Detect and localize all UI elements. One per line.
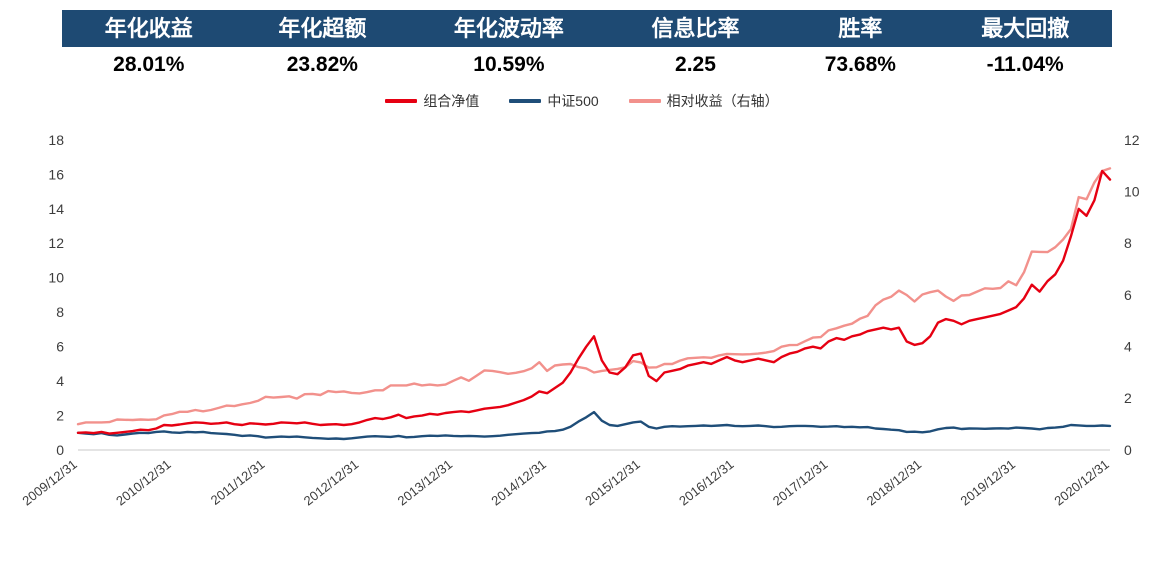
right-axis-tick-label: 4 [1124, 339, 1132, 355]
x-axis-date-label: 2020/12/31 [1051, 457, 1112, 509]
left-axis-tick-label: 6 [56, 339, 64, 355]
left-axis-tick-label: 2 [56, 407, 64, 423]
right-axis-tick-label: 6 [1124, 287, 1132, 303]
legend-item-portfolio: 组合净值 [385, 91, 479, 111]
left-axis-tick-label: 18 [48, 132, 64, 148]
legend-label-relative-return: 相对收益（右轴） [666, 93, 779, 109]
stat-label-information-ratio: 信息比率 [608, 10, 783, 47]
x-axis-date-label: 2019/12/31 [958, 457, 1019, 509]
left-axis-tick-label: 12 [48, 235, 64, 251]
chart-area: 0 2 4 6 8 10 12 14 16 18 0 2 4 6 8 10 12 2009/12/31 2010/1… [0, 115, 1164, 560]
stat-label-annual-volatility: 年化波动率 [409, 10, 609, 47]
x-axis-date-label: 2015/12/31 [582, 457, 643, 509]
legend-swatch [385, 99, 418, 103]
left-axis-tick-label: 10 [48, 270, 64, 286]
stat-label-max-drawdown: 最大回撤 [938, 10, 1112, 47]
stat-label-annual-return: 年化收益 [62, 10, 236, 47]
left-axis-tick-label: 16 [48, 166, 64, 182]
stat-value-annual-volatility: 10.59% [473, 53, 545, 76]
stat-value-annual-return: 28.01% [113, 53, 185, 76]
x-axis-date-label: 2018/12/31 [864, 457, 925, 509]
stats-header-row: 年化收益 年化超额 年化波动率 信息比率 胜率 最大回撤 [62, 10, 1112, 47]
x-axis-date-label: 2017/12/31 [770, 457, 831, 509]
right-axis-tick-label: 10 [1124, 184, 1140, 200]
legend-item-relative-return: 相对收益（右轴） [628, 91, 779, 111]
legend-item-index: 中证500 [509, 91, 599, 111]
right-axis-tick-label: 2 [1124, 390, 1132, 406]
left-axis-tick-label: 8 [56, 304, 64, 320]
x-axis-date-label: 2013/12/31 [395, 457, 456, 509]
x-axis-date-label: 2012/12/31 [301, 457, 362, 509]
stats-values-row: 28.01% 23.82% 10.59% 2.25 73.68% -11.04% [62, 47, 1112, 83]
x-axis-date-label: 2016/12/31 [676, 457, 737, 509]
stat-value-annual-excess: 23.82% [286, 53, 358, 76]
stat-value-information-ratio: 2.25 [675, 53, 716, 76]
stat-value-win-rate: 73.68% [824, 53, 896, 76]
x-axis-date-label: 2010/12/31 [113, 457, 174, 509]
stat-value-max-drawdown: -11.04% [986, 53, 1064, 76]
right-axis-tick-label: 12 [1124, 132, 1140, 148]
left-axis-tick-label: 0 [56, 442, 64, 458]
line-chart: 0 2 4 6 8 10 12 14 16 18 0 2 4 6 8 10 12 2009/12/31 2010/1… [19, 132, 1140, 509]
legend-swatch [509, 99, 542, 103]
series-line-1 [76, 410, 1112, 441]
right-axis-tick-label: 0 [1124, 442, 1132, 458]
stats-table: 年化收益 年化超额 年化波动率 信息比率 胜率 最大回撤 28.01% 23.8… [62, 10, 1112, 83]
performance-report: 年化收益 年化超额 年化波动率 信息比率 胜率 最大回撤 28.01% 23.8… [0, 10, 1164, 577]
stat-label-annual-excess: 年化超额 [235, 10, 410, 47]
stat-label-win-rate: 胜率 [782, 10, 939, 47]
chart-legend: 组合净值 中证500 相对收益（右轴） [0, 89, 1164, 113]
series-line-0 [76, 169, 1112, 435]
right-axis-tick-label: 8 [1124, 235, 1132, 251]
series-line-2 [76, 167, 1112, 426]
legend-swatch [628, 99, 661, 103]
legend-label-index: 中证500 [547, 93, 599, 109]
x-axis-date-label: 2011/12/31 [208, 457, 268, 508]
x-axis-date-label: 2009/12/31 [19, 457, 80, 509]
left-axis-tick-label: 4 [56, 373, 64, 389]
x-axis-date-label: 2014/12/31 [488, 457, 549, 509]
legend-label-portfolio: 组合净值 [423, 93, 480, 109]
left-axis-tick-label: 14 [48, 201, 64, 217]
